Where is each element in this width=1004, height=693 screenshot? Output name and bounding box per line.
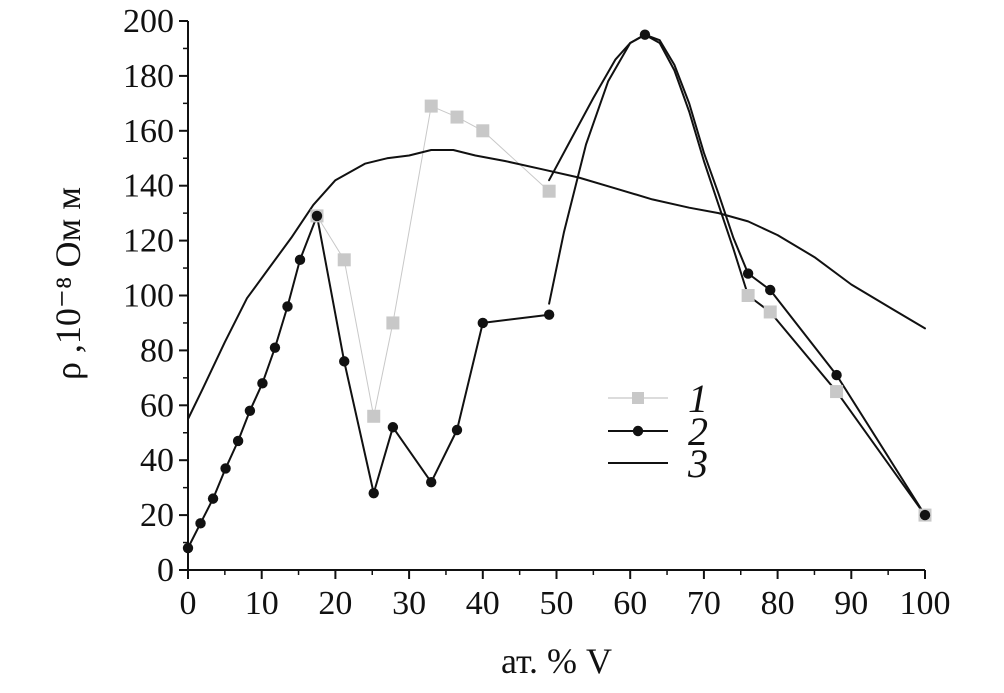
- legend-label-2: 2: [688, 409, 708, 454]
- series-1-point: [367, 409, 381, 423]
- series-2-point: [257, 378, 268, 389]
- series-2-point: [339, 356, 350, 367]
- series-1-point: [476, 124, 490, 138]
- x-tick-label: 10: [245, 585, 279, 622]
- series-2-point: [244, 405, 256, 416]
- peak-curve-point: [830, 385, 844, 399]
- x-tick-label: 60: [613, 585, 647, 622]
- series-1-point: [424, 99, 438, 113]
- series-2-point: [182, 542, 194, 554]
- legend-marker-2: [632, 425, 644, 437]
- x-tick-label: 50: [540, 585, 574, 622]
- x-tick-label: 0: [180, 585, 197, 622]
- peak-curve-point: [919, 509, 931, 521]
- series-1-point: [450, 110, 464, 124]
- legend-label-3: 3: [687, 441, 708, 486]
- series-2-point: [426, 476, 437, 488]
- x-tick-label: 40: [466, 585, 500, 622]
- series-2-point: [543, 309, 555, 320]
- y-tick-label: 140: [123, 168, 174, 205]
- peak-curve-point: [763, 305, 777, 319]
- series-1-point: [337, 253, 351, 267]
- peak-point: [639, 29, 651, 40]
- y-axis-label: ρ ,10⁻⁸ Ом м: [48, 187, 88, 380]
- series-2-point: [477, 317, 488, 329]
- x-tick-label: 80: [761, 585, 795, 622]
- series-2-point: [451, 424, 463, 436]
- series-2-point: [368, 487, 379, 499]
- legend-label-1: 1: [688, 376, 708, 421]
- series-1-line: [187, 105, 550, 549]
- y-tick-label: 160: [123, 113, 174, 150]
- series-2-point: [195, 518, 206, 529]
- series-2-point: [311, 210, 323, 222]
- series-2-point: [294, 254, 306, 266]
- x-tick-label: 100: [900, 585, 951, 622]
- y-tick-label: 200: [123, 3, 174, 40]
- series-2-point: [220, 463, 231, 474]
- series-1-point: [542, 184, 556, 198]
- y-tick-label: 60: [140, 387, 174, 424]
- series-2-point: [282, 301, 293, 312]
- x-tick-label: 30: [392, 585, 426, 622]
- legend: 123: [608, 376, 708, 486]
- x-tick-label: 90: [834, 585, 868, 622]
- plot-layer: 0 10 20 30 40 50 60 70 80 90 100 0 20 40 60 80 100 120 140…: [123, 3, 951, 622]
- series-2-point: [269, 342, 281, 353]
- series-2-point: [387, 422, 399, 433]
- x-tick-label: 20: [318, 585, 352, 622]
- y-tick-label: 20: [140, 497, 174, 534]
- series-1-point: [386, 316, 400, 330]
- y-tick-label: 180: [123, 58, 174, 95]
- peak-curve-point: [831, 369, 842, 381]
- series-3-line: [187, 149, 926, 420]
- peak-curve-2: [548, 33, 926, 517]
- y-tick-label: 100: [123, 278, 174, 315]
- peak-curve-1: [548, 33, 926, 517]
- peak-curve-point: [742, 268, 754, 279]
- series-2-point: [207, 493, 219, 504]
- y-tick-label: 40: [140, 442, 174, 479]
- peak-curve-point: [741, 289, 755, 302]
- y-tick-label: 0: [157, 552, 174, 589]
- series-2-line: [187, 214, 551, 549]
- series-2-point: [232, 435, 244, 447]
- peak-curve-point: [765, 284, 776, 296]
- y-tick-label: 80: [140, 332, 174, 369]
- x-tick-label: 70: [687, 585, 721, 622]
- x-axis-label: ат. % V: [501, 641, 612, 681]
- legend-marker-1: [632, 392, 644, 404]
- y-tick-label: 120: [123, 223, 174, 260]
